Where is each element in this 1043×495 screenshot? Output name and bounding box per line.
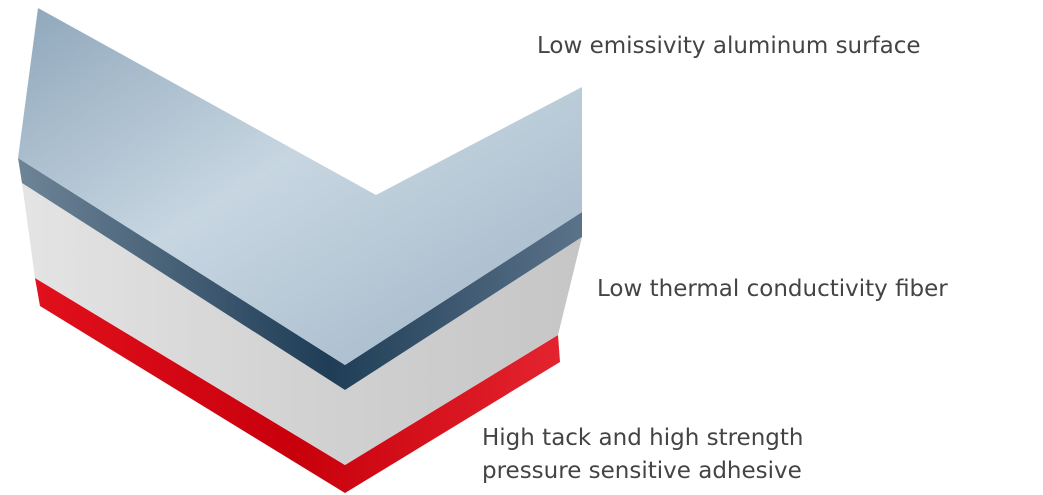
layer-label: Low thermal conductivity fiber <box>597 276 948 302</box>
layer-label: pressure sensitive adhesive <box>482 458 802 484</box>
layer-label: High tack and high strength <box>482 425 803 451</box>
layer-label: Low emissivity aluminum surface <box>537 33 921 59</box>
aluminum-surface <box>18 8 582 365</box>
fiber-layer <box>22 183 582 465</box>
adhesive-layer <box>35 278 560 493</box>
aluminum-edge <box>18 158 582 390</box>
material-block <box>18 8 582 493</box>
